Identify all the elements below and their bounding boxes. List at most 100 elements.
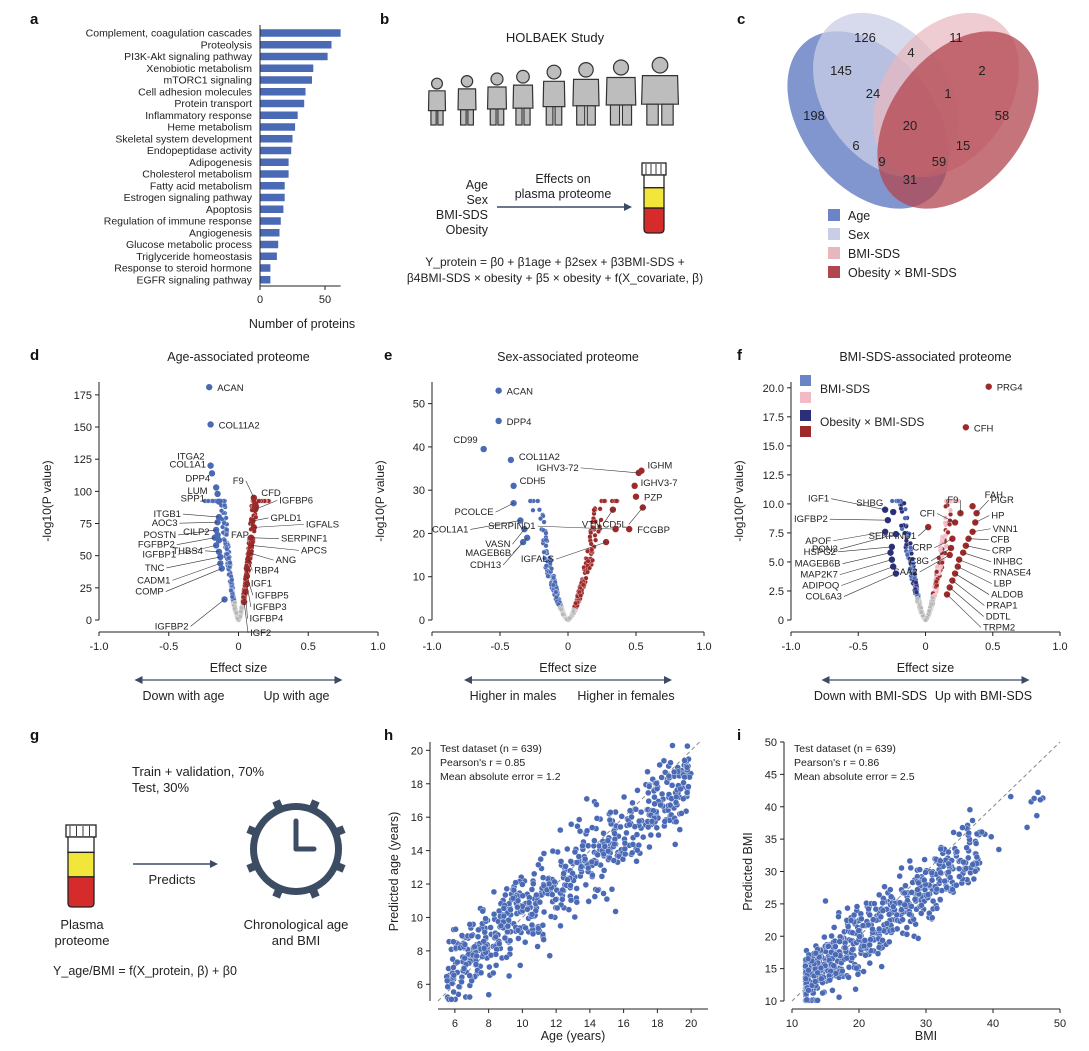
x-axis-label: BMI [915,1029,937,1043]
labeled-point [215,537,223,544]
point-label: ALDOB [991,590,1023,601]
data-point [449,955,456,963]
background-point [908,545,914,551]
point-label: IGF2 [250,628,271,639]
data-point [805,966,812,974]
data-point [898,906,905,913]
label-leader [839,533,896,550]
data-point [496,940,503,947]
background-point [942,520,948,526]
background-point [934,569,940,575]
label-leader [204,550,219,553]
point-label: TRPM2 [983,622,1015,633]
data-point [626,807,634,814]
background-point [923,617,929,623]
category-label: Skeletal system development [115,133,252,145]
labeled-point [626,525,633,533]
data-point [879,937,886,944]
data-point [528,886,536,893]
direction-arrowhead-left [134,676,143,684]
data-point [848,954,856,962]
data-point [676,826,684,833]
y-tick-label: 20.0 [763,383,784,395]
category-label: Angiogenesis [189,227,252,239]
data-point [879,907,887,914]
data-point [672,799,680,806]
data-point [506,937,514,944]
panel-h-age-scatter: 6 8 10 12 14 16 18 20 6 8 10 12 14 16 18 20 Age (years) P… [387,741,708,1043]
venn-count: 198 [803,108,825,123]
data-point [832,943,839,950]
background-point [912,571,918,577]
data-point [883,920,891,927]
data-point [644,823,652,831]
labeled-point [214,490,221,498]
point-label: HSPG2 [804,547,836,558]
background-point [232,606,238,612]
label-leader [253,524,304,528]
person-body [486,86,508,110]
label-leader [976,499,989,514]
label-leader [179,521,218,524]
data-point [571,913,578,921]
direction-right-label: Up with age [263,689,329,703]
data-point [547,913,555,920]
background-point [585,548,591,554]
category-label: Glucose metabolic process [126,239,252,251]
person-icon [457,75,477,126]
data-point [865,905,872,913]
background-point [219,508,224,514]
data-point [600,890,607,897]
data-point [853,964,860,972]
data-point [505,916,512,924]
person-icon [605,59,637,126]
point-label: COL11A2 [219,420,260,431]
person-body [572,78,600,107]
data-point [898,864,905,872]
point-label: SERPINF1 [281,534,327,545]
direction-arrowhead-right [1021,676,1030,684]
data-point [896,872,903,880]
y-tick-label: 15.0 [763,441,784,453]
legend-label: Age [848,209,870,223]
data-point [872,905,880,913]
legend-swatch [800,426,811,437]
labeled-point [495,417,502,425]
legend-label: Sex [848,228,870,242]
data-point [962,865,970,872]
clock-notch [333,825,346,837]
person-body [512,84,534,109]
data-point [466,921,474,928]
background-point [913,580,919,585]
data-point [669,742,676,749]
background-point [560,611,566,617]
data-point [585,898,592,905]
data-point [945,848,952,856]
background-point [224,527,230,533]
x-axis-label: Age (years) [541,1029,606,1043]
person-leg [497,108,505,126]
data-point [887,893,895,900]
point-label: CRP [992,546,1012,557]
data-point [568,821,575,828]
tube-plasma [643,187,665,209]
data-point [1037,796,1044,803]
background-point [256,498,262,504]
data-point [583,827,591,834]
data-point [945,860,952,868]
data-point [966,806,974,813]
person-head [516,69,530,84]
data-point [950,829,957,836]
data-point [525,899,533,906]
data-point [1034,789,1042,796]
legend-swatch [800,375,811,386]
data-point [535,861,542,869]
model-equation-line-2: β4BMI-SDS × obesity + β5 × obesity + f(X… [407,271,703,285]
y-tick-label: 40 [765,802,777,814]
background-point [947,521,953,527]
people-icons [427,56,680,126]
data-point [573,859,581,866]
category-label: Cell adhesion molecules [138,86,252,98]
y-tick-label: 16 [411,812,423,824]
y-tick-label: 75 [80,519,92,531]
